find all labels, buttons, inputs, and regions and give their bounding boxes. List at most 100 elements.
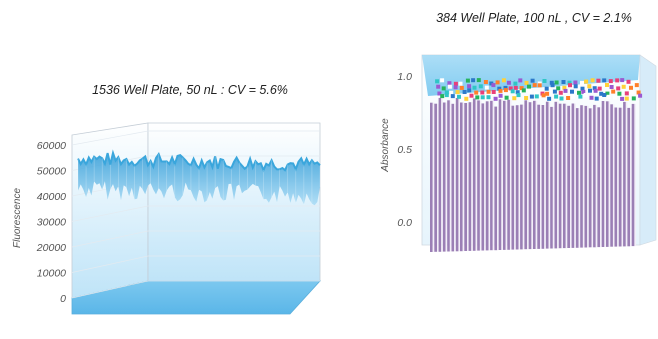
bar-cap xyxy=(455,90,460,95)
bar-cap xyxy=(615,78,620,83)
bar-cap xyxy=(469,93,474,98)
bar-cap xyxy=(626,79,631,84)
bar-highlight xyxy=(531,102,533,250)
bar-cap xyxy=(550,83,555,88)
bar xyxy=(627,107,631,247)
gridline xyxy=(71,280,149,299)
bar-cap xyxy=(544,86,549,91)
bar-cap xyxy=(638,93,643,98)
bar-highlight xyxy=(587,105,589,248)
bar-highlight xyxy=(497,106,499,251)
bar-cap xyxy=(512,96,517,101)
bar-cap xyxy=(577,90,581,95)
bar xyxy=(507,99,510,250)
bar-highlight xyxy=(445,102,448,252)
bar-highlight xyxy=(475,98,478,251)
bar-highlight xyxy=(484,103,486,251)
left-back-wall xyxy=(71,122,149,299)
bar xyxy=(485,101,489,251)
bar-highlight xyxy=(548,101,551,249)
bar-cap xyxy=(541,93,546,98)
bar-cap xyxy=(504,95,509,100)
bar-highlight xyxy=(540,104,542,249)
bar-cap xyxy=(486,95,491,100)
fluorescence-surface-chart: 1536 Well Plate, 50 nL : CV = 5.6% 60000… xyxy=(12,83,321,315)
bar-cap xyxy=(599,91,604,96)
bar xyxy=(494,106,498,251)
bar-highlight xyxy=(514,105,516,250)
bar-cap xyxy=(447,81,452,86)
y-tick-label: 10000 xyxy=(37,268,66,280)
bar-cap xyxy=(631,96,636,101)
bar-highlight xyxy=(544,105,546,249)
bar xyxy=(588,108,592,248)
bar xyxy=(545,101,549,249)
bar-highlight xyxy=(467,103,469,251)
bar-cap xyxy=(495,80,500,85)
y-tick-label: 20000 xyxy=(36,242,66,254)
bar-cap xyxy=(513,85,518,90)
bar-cap xyxy=(578,94,583,99)
bar xyxy=(550,106,553,249)
bar-highlight xyxy=(591,108,594,248)
bar-cap xyxy=(521,88,526,93)
bar xyxy=(554,101,558,249)
bar-cap xyxy=(467,88,472,93)
bar-cap xyxy=(471,78,476,83)
bar-cap xyxy=(524,80,529,85)
bar-cap xyxy=(542,79,547,83)
bar xyxy=(623,101,626,247)
y-tick-label: 60000 xyxy=(37,140,66,152)
bar xyxy=(580,105,583,248)
bar-cap xyxy=(617,91,622,96)
bar-cap xyxy=(580,86,585,91)
bar-highlight xyxy=(565,103,568,249)
bar xyxy=(468,102,472,251)
bar xyxy=(464,103,467,251)
bar-cap xyxy=(605,83,609,87)
bar-cap xyxy=(609,85,614,89)
bar-cap xyxy=(478,84,483,89)
bar-highlight xyxy=(505,100,508,250)
bar-cap xyxy=(596,78,601,83)
bar-highlight xyxy=(582,105,585,248)
y-tick-label: 30000 xyxy=(37,217,66,229)
bar-highlight xyxy=(454,103,456,252)
bar-cap xyxy=(613,95,617,100)
bar-highlight xyxy=(458,98,460,252)
bar-cap xyxy=(584,79,589,84)
bar-cap xyxy=(440,94,445,99)
bar-cap xyxy=(534,94,539,99)
bar-highlight xyxy=(604,101,606,247)
bar xyxy=(447,100,450,252)
bar-cap xyxy=(566,96,571,100)
bar-highlight xyxy=(462,102,465,252)
bar xyxy=(575,108,579,248)
bar-highlight xyxy=(432,102,435,252)
y-tick-label: 50000 xyxy=(37,166,66,178)
bar-cap xyxy=(547,96,552,101)
fluorescence-surface xyxy=(77,149,321,206)
bar xyxy=(571,103,575,248)
gridline xyxy=(71,230,149,248)
bar-cap xyxy=(491,90,496,94)
bar xyxy=(455,98,459,252)
y-tick-labels: 1.0 0.5 0.0 xyxy=(397,71,412,229)
bar-cap xyxy=(453,85,458,90)
bar xyxy=(614,107,618,247)
bar-cap xyxy=(475,95,480,100)
bar xyxy=(606,101,609,247)
right-back-wall xyxy=(147,122,321,282)
bar-cap xyxy=(624,96,629,101)
bar-highlight xyxy=(509,99,512,250)
surface-band xyxy=(78,153,320,206)
bar-cap xyxy=(624,91,629,96)
bar-cap xyxy=(554,94,559,99)
bar-cap xyxy=(587,84,592,89)
bar-highlight xyxy=(612,104,615,247)
bar-cap xyxy=(620,78,625,83)
bar-cap xyxy=(524,96,529,100)
bar-cap xyxy=(508,86,513,91)
bar-cap xyxy=(467,84,472,89)
chart-title: 1536 Well Plate, 50 nL : CV = 5.6% xyxy=(92,83,288,97)
